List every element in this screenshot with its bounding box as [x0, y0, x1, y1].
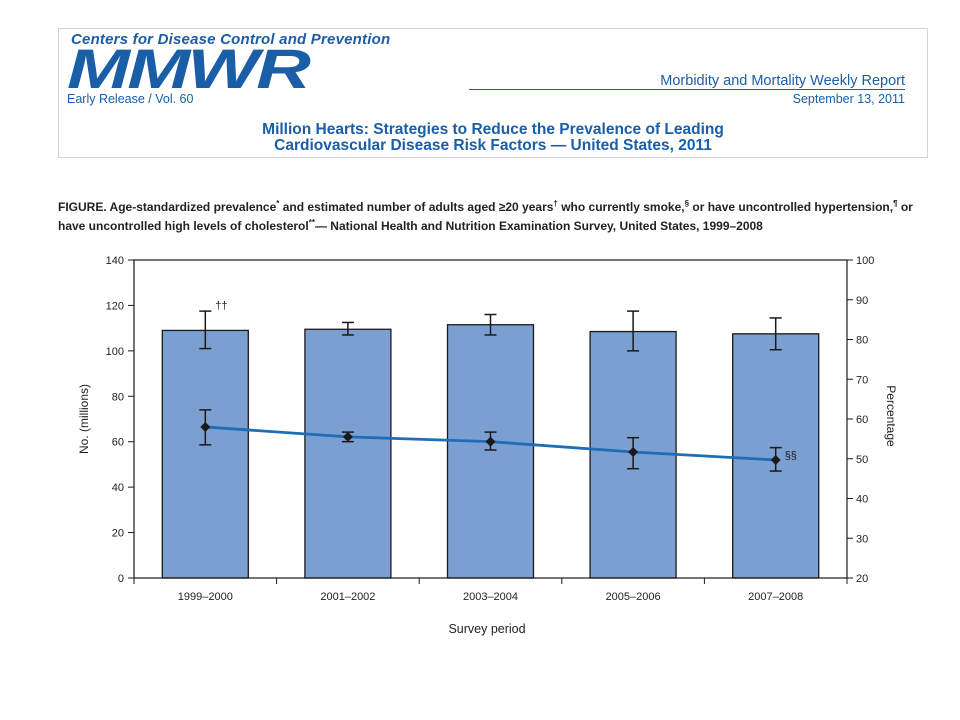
issue-label: Early Release / Vol. 60	[67, 92, 194, 106]
x-tick-label: 1999–2000	[178, 591, 233, 603]
bar-2	[304, 328, 392, 579]
mmwr-logo: MMWR	[67, 37, 311, 100]
y-tick-label-right: 80	[856, 335, 868, 347]
x-tick-label: 2007–2008	[748, 591, 803, 603]
bar-error-bar-2	[341, 321, 354, 336]
y-axis-label-left: No. (millions)	[77, 384, 91, 454]
y-tick-label-right: 60	[856, 414, 868, 426]
line-series	[199, 409, 782, 472]
bar-series	[161, 310, 820, 579]
x-axis-label: Survey period	[448, 622, 525, 636]
chart-axes: 0 20 40 60 80 100 120 140 20 30 40 50 60 70 80 90 100 199…	[106, 255, 875, 603]
release-date: September 13, 2011	[792, 92, 905, 106]
caption-mark3: §	[684, 199, 690, 208]
bar-error-bar-5	[769, 317, 782, 351]
caption-mark2: †	[553, 199, 558, 208]
annotation-label: §§	[785, 450, 797, 462]
y-tick-label-right: 50	[856, 454, 868, 466]
caption-part5: or have uncontrolled high levels of chol…	[58, 200, 913, 233]
caption-part1: FIGURE. Age-standardized prevalence	[58, 200, 277, 214]
y-tick-label-right: 100	[856, 255, 874, 267]
article-title: Million Hearts: Strategies to Reduce the…	[59, 122, 927, 154]
bar-error-bar-1	[199, 310, 212, 350]
line-point-3	[485, 436, 496, 447]
bar-error-bar-4	[627, 310, 640, 352]
y-tick-label-left: 20	[112, 528, 124, 540]
x-tick-label: 2005–2006	[606, 591, 661, 603]
y-tick-label-left: 60	[112, 437, 124, 449]
line-point-2	[342, 431, 353, 442]
x-tick-label: 2003–2004	[463, 591, 518, 603]
bar-error-bar-3	[484, 313, 497, 336]
y-tick-label-left: 0	[118, 573, 124, 585]
y-tick-label-left: 120	[106, 300, 124, 312]
caption-part2: and estimated number of adults aged ≥20 …	[279, 200, 554, 214]
caption-mark1: *	[276, 199, 280, 208]
mmwr-header: Centers for Disease Control and Preventi…	[58, 28, 928, 158]
caption-part3: who currently smoke,	[557, 200, 685, 214]
article-title-line2: Cardiovascular Disease Risk Factors — Un…	[274, 137, 712, 154]
y-axis-label-right: Percentage	[884, 385, 898, 447]
header-rule	[469, 89, 905, 90]
line-point-1	[200, 421, 211, 432]
y-tick-label-right: 70	[856, 374, 868, 386]
x-tick-label: 2001–2002	[320, 591, 375, 603]
article-title-line1: Million Hearts: Strategies to Reduce the…	[262, 121, 724, 138]
agency-name: Centers for Disease Control and Preventi…	[71, 31, 391, 48]
y-tick-label-right: 40	[856, 494, 868, 506]
bar-1	[161, 329, 249, 579]
y-tick-label-right: 20	[856, 573, 868, 585]
figure-caption: FIGURE. Age-standardized prevalence* and…	[58, 196, 918, 234]
y-tick-label-left: 140	[106, 255, 124, 267]
caption-part6: — National Health and Nutrition Examinat…	[314, 219, 763, 233]
y-tick-label-left: 40	[112, 482, 124, 494]
line-point-5	[770, 454, 781, 465]
caption-mark4: ¶	[893, 199, 898, 208]
caption-mark5: **	[308, 218, 315, 227]
y-tick-label-left: 80	[112, 391, 124, 403]
y-tick-label-left: 100	[106, 346, 124, 358]
y-tick-label-right: 30	[856, 533, 868, 545]
line-point-4	[628, 446, 639, 457]
bar-3	[446, 324, 535, 579]
report-name: Morbidity and Mortality Weekly Report	[660, 73, 905, 89]
annotation-label: ††	[215, 300, 227, 312]
caption-part4: or have uncontrolled hypertension,	[689, 200, 894, 214]
y-tick-label-right: 90	[856, 295, 868, 307]
